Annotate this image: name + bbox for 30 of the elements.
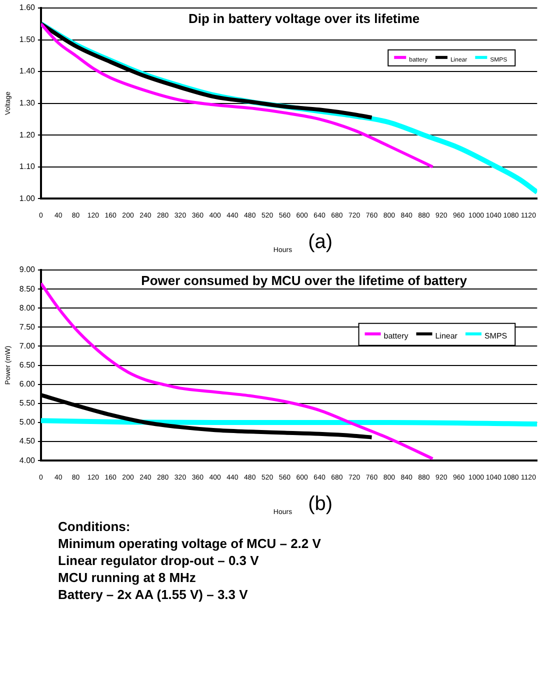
- y-tick-label: 7.50: [19, 322, 36, 332]
- y-tick-label: 8.00: [19, 303, 36, 312]
- y-tick-label: 7.00: [19, 341, 36, 350]
- legend-label: SMPS: [484, 332, 508, 341]
- y-tick-label: 1.20: [19, 130, 36, 140]
- y-tick-label: 1.00: [19, 194, 36, 203]
- y-tick-label: 5.50: [19, 398, 36, 408]
- text: MCU running at 8 MHz: [58, 569, 197, 586]
- y-tick-label: 8.50: [19, 284, 36, 294]
- text: Battery – 2x AA (1.55 V) – 3.3 V: [58, 586, 249, 603]
- y-tick-label: 1.60: [19, 3, 36, 12]
- text: Minimum operating voltage of MCU – 2.2 V: [58, 535, 322, 552]
- text: (a): [308, 231, 333, 254]
- y-tick-label: 5.00: [19, 418, 36, 427]
- y-tick-label: 6.50: [19, 360, 36, 370]
- chart-title: Dip in battery voltage over its lifetime: [188, 11, 420, 26]
- text: (b): [308, 493, 333, 516]
- y-tick-label: 1.10: [19, 162, 36, 172]
- y-tick-label: 6.00: [19, 380, 36, 389]
- y-tick-label: 4.50: [19, 436, 36, 446]
- y-tick-label: 1.50: [19, 34, 36, 44]
- legend-label: battery: [384, 332, 408, 341]
- y-tick-label: 4.00: [19, 456, 36, 465]
- text: Linear regulator drop-out – 0.3 V: [58, 552, 260, 569]
- legend-label: Linear: [435, 332, 458, 341]
- y-tick-label: 1.40: [19, 66, 36, 76]
- y-tick-label: 1.30: [19, 98, 36, 108]
- y-tick-label: 9.00: [19, 265, 36, 274]
- chart-title: Power consumed by MCU over the lifetime of battery: [141, 273, 468, 288]
- text: Conditions:: [58, 518, 132, 535]
